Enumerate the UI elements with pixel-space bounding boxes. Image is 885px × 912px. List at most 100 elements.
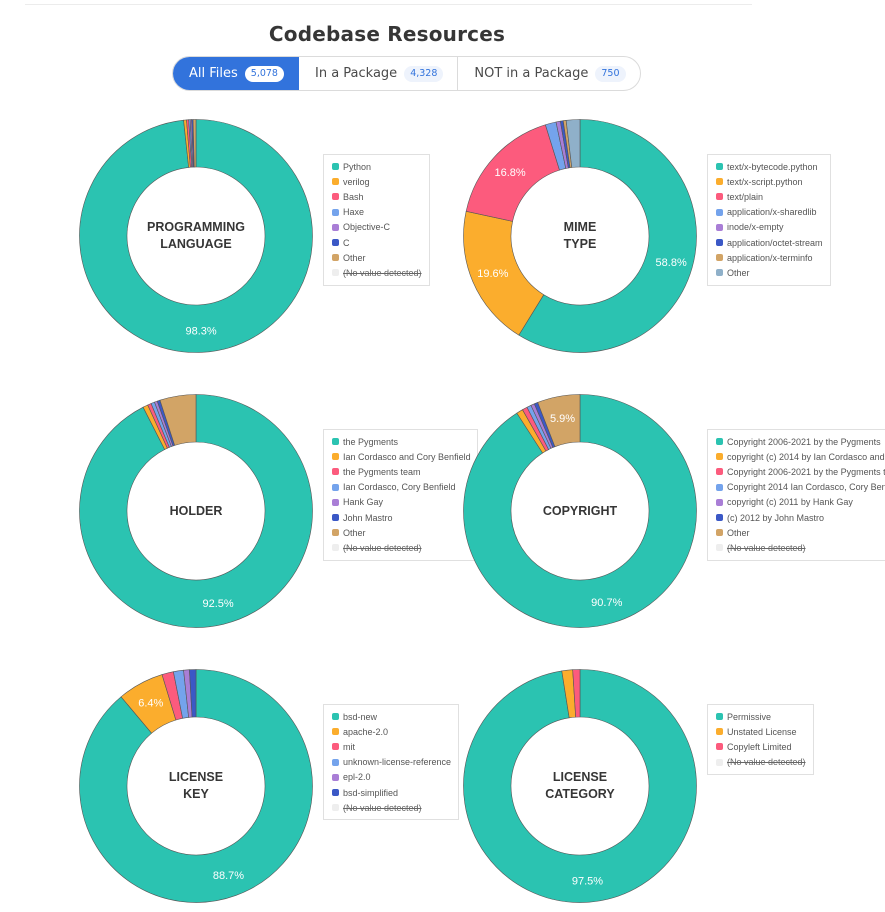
legend-swatch [332, 208, 339, 216]
legend-item-copyright-2006-2021-by-the-pygments-te[interactable]: Copyright 2006-2021 by the Pygments te [716, 464, 885, 479]
programming-language-donut: 98.3% [79, 119, 313, 353]
slice-label-bsd-new: 88.7% [213, 870, 244, 882]
tab-in-a-package-label: In a Package [314, 66, 398, 81]
slice-bsd-new[interactable] [79, 669, 313, 903]
mime-type-donut: 58.8% 19.6% 16.8% [463, 119, 697, 353]
programming-language-chart: 98.3% PROGRAMMING LANGUAGE [79, 119, 313, 353]
legend-swatch [716, 743, 723, 751]
legend-item-other[interactable]: Other [332, 525, 468, 540]
legend-swatch [332, 193, 339, 201]
legend-item-john-mastro[interactable]: John Mastro [332, 510, 468, 525]
legend-item-copyleft-limited[interactable]: Copyleft Limited [716, 739, 804, 754]
slice-other[interactable] [192, 119, 197, 168]
legend-swatch [332, 453, 339, 461]
legend-label: mit [343, 741, 355, 752]
legend-label: Hank Gay [343, 497, 384, 508]
legend-swatch [716, 713, 723, 721]
legend-item-text-x-bytecode-python[interactable]: text/x-bytecode.python [716, 159, 821, 174]
legend-item-bsd-new[interactable]: bsd-new [332, 709, 449, 724]
legend-item-verilog[interactable]: verilog [332, 174, 420, 189]
legend-item-mit[interactable]: mit [332, 739, 449, 754]
legend-item-copyright-c-2014-by-ian-cordasco-and-c[interactable]: copyright (c) 2014 by Ian Cordasco and C [716, 449, 885, 464]
legend-item-application-x-sharedlib[interactable]: application/x-sharedlib [716, 205, 821, 220]
legend-swatch [716, 223, 723, 231]
legend-item-no-value-detected[interactable]: (No value detected) [716, 755, 806, 770]
legend-label: application/x-sharedlib [727, 207, 817, 218]
slice-copyright-2006-2021-by-the-pygments[interactable] [463, 394, 697, 628]
tab-in-a-package[interactable]: In a Package 4,328 [299, 57, 459, 90]
legend-item-no-value-detected[interactable]: (No value detected) [332, 265, 422, 280]
slice-other[interactable] [159, 394, 197, 446]
slice-label-copyright-2006-2021-by-the-pygments: 90.7% [591, 597, 622, 609]
legend-item-copyright-c-2011-by-hank-gay[interactable]: copyright (c) 2011 by Hank Gay [716, 495, 876, 510]
legend-item-c-2012-by-john-mastro[interactable]: (c) 2012 by John Mastro [716, 510, 876, 525]
tab-all-files-label: All Files [189, 66, 238, 81]
slice-the-pygments[interactable] [79, 394, 313, 628]
tab-not-in-a-package[interactable]: NOT in a Package 750 [458, 57, 639, 90]
legend-item-other[interactable]: Other [716, 525, 876, 540]
legend-item-ian-cordasco-and-cory-benfield[interactable]: Ian Cordasco and Cory Benfield [332, 449, 471, 464]
legend-label: Copyright 2006-2021 by the Pygments [727, 436, 881, 447]
slice-bsd-simplified[interactable] [189, 669, 197, 718]
slice-permissive[interactable] [463, 669, 697, 903]
top-divider [25, 4, 752, 5]
legend-label: Other [727, 267, 750, 278]
legend-item-permissive[interactable]: Permissive [716, 709, 804, 724]
legend-swatch [332, 223, 339, 231]
legend-item-unstated-license[interactable]: Unstated License [716, 724, 804, 739]
legend-item-bash[interactable]: Bash [332, 189, 420, 204]
programming-language-center-label: PROGRAMMING LANGUAGE [147, 220, 245, 251]
legend-item-inode-x-empty[interactable]: inode/x-empty [716, 220, 821, 235]
file-filter-tabs: All Files 5,078 In a Package 4,328 NOT i… [172, 56, 641, 91]
legend-item-no-value-detected[interactable]: (No value detected) [716, 540, 876, 555]
legend-item-the-pygments-team[interactable]: the Pygments team [332, 464, 468, 479]
legend-swatch [716, 498, 723, 506]
legend-item-copyright-2006-2021-by-the-pygments[interactable]: Copyright 2006-2021 by the Pygments [716, 434, 881, 449]
legend-swatch [332, 468, 339, 476]
legend-item-other[interactable]: Other [716, 265, 821, 280]
legend-label: Other [727, 527, 750, 538]
legend-swatch [332, 254, 339, 262]
legend-item-apache-2-0[interactable]: apache-2.0 [332, 724, 449, 739]
legend-item-ian-cordasco-cory-benfield[interactable]: Ian Cordasco, Cory Benfield [332, 480, 468, 495]
legend-item-haxe[interactable]: Haxe [332, 205, 420, 220]
slice-copyleft-limited[interactable] [572, 669, 581, 718]
legend-swatch [716, 453, 723, 461]
legend-item-objective-c[interactable]: Objective-C [332, 220, 420, 235]
tab-not-in-a-package-count: 750 [595, 65, 626, 82]
license-category-center-label: LICENSE CATEGORY [545, 770, 615, 801]
legend-item-text-x-script-python[interactable]: text/x-script.python [716, 174, 821, 189]
slice-python[interactable] [79, 119, 313, 353]
legend-label: Haxe [343, 207, 365, 218]
tab-all-files[interactable]: All Files 5,078 [173, 57, 299, 90]
legend-item-application-octet-stream[interactable]: application/octet-stream [716, 235, 823, 250]
legend-item-c[interactable]: C [332, 235, 420, 250]
legend-item-text-plain[interactable]: text/plain [716, 189, 821, 204]
legend-swatch [332, 239, 339, 247]
slice-other[interactable] [565, 119, 581, 168]
slice-text-x-bytecode-python[interactable] [518, 119, 697, 353]
legend-label: text/x-bytecode.python [727, 161, 818, 172]
legend-swatch [332, 743, 339, 751]
legend-item-application-x-terminfo[interactable]: application/x-terminfo [716, 250, 821, 265]
legend-swatch [716, 468, 723, 476]
legend-swatch [332, 728, 339, 736]
legend-swatch [716, 483, 723, 491]
legend-item-python[interactable]: Python [332, 159, 420, 174]
legend-item-no-value-detected[interactable]: (No value detected) [332, 800, 449, 815]
legend-item-other[interactable]: Other [332, 250, 420, 265]
slice-label-other: 5.9% [550, 413, 575, 425]
legend-item-hank-gay[interactable]: Hank Gay [332, 495, 468, 510]
slice-other[interactable] [537, 394, 581, 448]
legend-swatch [716, 438, 723, 446]
legend-item-epl-2-0[interactable]: epl-2.0 [332, 770, 449, 785]
slice-label-text-plain: 16.8% [495, 167, 526, 179]
legend-item-bsd-simplified[interactable]: bsd-simplified [332, 785, 449, 800]
license-key-legend: bsd-new apache-2.0 mit unknown-license-refe… [323, 704, 459, 821]
legend-label: text/x-script.python [727, 176, 803, 187]
legend-item-unknown-license-reference[interactable]: unknown-license-reference [332, 755, 451, 770]
legend-item-the-pygments[interactable]: the Pygments [332, 434, 468, 449]
legend-item-copyright-2014-ian-cordasco-cory-benf[interactable]: Copyright 2014 Ian Cordasco, Cory Benf [716, 480, 885, 495]
legend-item-no-value-detected[interactable]: (No value detected) [332, 540, 468, 555]
holder-center-label: HOLDER [169, 503, 223, 518]
